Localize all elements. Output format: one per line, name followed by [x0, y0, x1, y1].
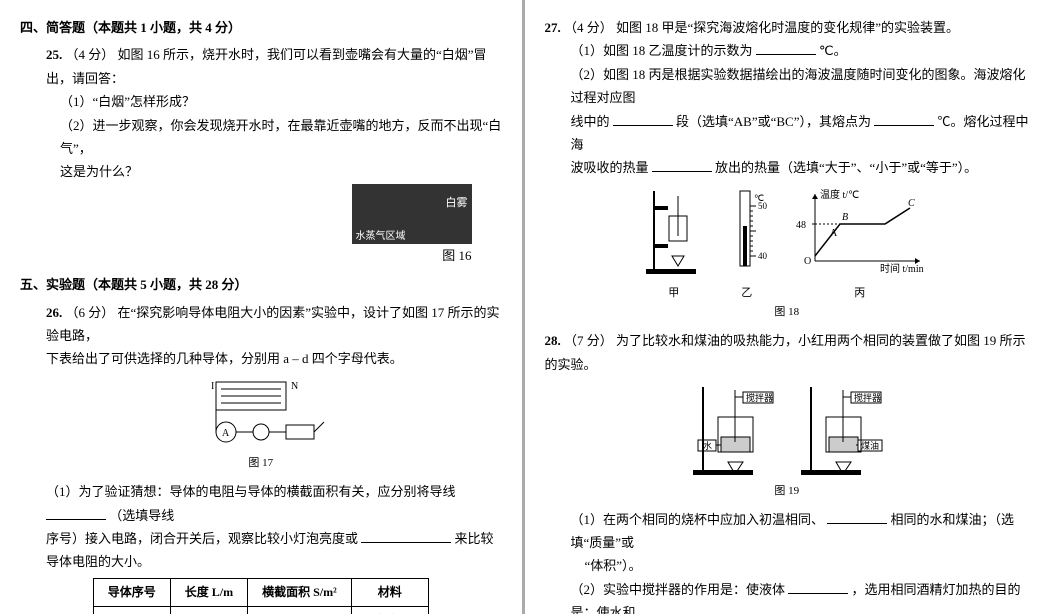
q25-num: 25. [46, 47, 62, 62]
fig17-caption: 图 17 [20, 454, 502, 474]
right-page: 27. （4 分） 如图 18 甲是“探究海波熔化时温度的变化规律”的实验装置。… [525, 0, 1049, 614]
blank [756, 42, 816, 55]
blank [874, 113, 934, 126]
q26-num: 26. [46, 305, 62, 320]
th: 长度 L/m [170, 578, 247, 607]
svg-text:50: 50 [758, 201, 768, 211]
q25-p1: （1）“白烟”怎样形成？ [20, 90, 502, 113]
apparatus-jia: 甲 [644, 186, 704, 304]
svg-text:A: A [222, 428, 230, 439]
q25-p2a: （2）进一步观察，你会发现烧开水时，在最靠近壶嘴的地方，反而不出现“白气”， [20, 114, 502, 161]
fig19-caption: 图 19 [545, 482, 1030, 502]
th: 导体序号 [93, 578, 170, 607]
svg-text:时间 t/min: 时间 t/min [880, 262, 924, 275]
q27-p2a: （2）如图 18 丙是根据实验数据描绘出的海波温度随时间变化的图象。海波熔化过程… [545, 63, 1030, 110]
q27-points: （4 分） [564, 20, 613, 35]
q28-p2a: （2）实验中搅拌器的作用是：使液体 [571, 582, 786, 597]
th: 材料 [351, 578, 428, 607]
q27-num: 27. [545, 20, 561, 35]
q27-p2b: 线中的 [571, 114, 610, 129]
left-page: 四、简答题（本题共 1 小题，共 4 分） 25. （4 分） 如图 16 所示… [0, 0, 525, 614]
q26-p1d: 来比较 [455, 531, 494, 546]
thermometer-icon: ℃ 50 40 [722, 186, 772, 276]
q27-p2e: 波吸收的热量 [571, 160, 649, 175]
table-header-row: 导体序号 长度 L/m 横截面积 S/m² 材料 [93, 578, 428, 607]
cap-yi: 乙 [722, 284, 772, 304]
svg-text:搅拌器: 搅拌器 [854, 392, 881, 403]
blank [827, 511, 887, 524]
svg-text:水: 水 [703, 440, 712, 451]
blank [361, 530, 451, 543]
q26-p1e: 导体电阻的大小。 [20, 550, 502, 573]
q26: 26. （6 分） 在“探究影响导体电阻大小的因素”实验中，设计了如图 17 所… [20, 301, 502, 614]
q25: 25. （4 分） 如图 16 所示，烧开水时，我们可以看到壶嘴会有大量的“白烟… [20, 43, 502, 267]
q27: 27. （4 分） 如图 18 甲是“探究海波熔化时温度的变化规律”的实验装置。… [545, 16, 1030, 323]
beaker-oil-icon: 搅拌器 煤油 [796, 382, 886, 482]
blank [652, 159, 712, 172]
q25-points: （4 分） [66, 47, 115, 62]
q26-p1b: （选填导线 [109, 508, 174, 523]
cap-jia: 甲 [644, 284, 704, 304]
q26-stem2: 下表给出了可供选择的几种导体，分别用 a – d 四个字母代表。 [20, 347, 502, 370]
td: 0.4 [248, 607, 352, 614]
svg-text:N: N [291, 381, 298, 392]
q28-figure: 搅拌器 水 搅拌器 煤油 [545, 382, 1030, 502]
graph-bing: 温度 t/℃ 时间 t/min O 48 A B C 丙 [790, 186, 930, 304]
th: 横截面积 S/m² [248, 578, 352, 607]
q27-p2f: 放出的热量（选填“大于”、“小于”或“等于”）。 [715, 160, 977, 175]
section-5-title: 五、实验题（本题共 5 小题，共 28 分） [20, 273, 502, 296]
svg-text:B: B [842, 212, 848, 223]
blank [613, 113, 673, 126]
table-row: a1.00.4锰铜 [93, 607, 428, 614]
q27-p1b: ℃。 [819, 43, 847, 58]
svg-text:O: O [804, 256, 811, 267]
svg-text:I: I [211, 381, 214, 392]
stand-apparatus-icon [644, 186, 704, 276]
q28-num: 28. [545, 333, 561, 348]
q25-p2b: 这是为什么？ [20, 160, 502, 183]
q28-p1a: （1）在两个相同的烧杯中应加入初温相同、 [571, 512, 825, 527]
q26-stem1: 在“探究影响导体电阻大小的因素”实验中，设计了如图 17 所示的实验电路， [46, 305, 500, 343]
svg-text:煤油: 煤油 [861, 440, 879, 451]
svg-text:A: A [830, 228, 838, 239]
blank [788, 581, 848, 594]
fig16-label2: 水蒸气区域 [356, 228, 468, 246]
q27-stem: 如图 18 甲是“探究海波熔化时温度的变化规律”的实验装置。 [616, 20, 959, 35]
kettle-photo: 白雾 水蒸气区域 [352, 184, 472, 244]
td: 锰铜 [351, 607, 428, 614]
q28-p1c: “体积”）。 [545, 554, 1030, 577]
q27-figure: 甲 ℃ 50 40 乙 [545, 186, 1030, 323]
beaker-water-icon: 搅拌器 水 [688, 382, 778, 482]
q28: 28. （7 分） 为了比较水和煤油的吸热能力，小红用两个相同的装置做了如图 1… [545, 329, 1030, 614]
q27-p2c: 段（选填“AB”或“BC”），其熔点为 [676, 114, 871, 129]
td: a [93, 607, 170, 614]
fig16-caption: 图 16 [20, 244, 472, 267]
q26-p1a: （1）为了验证猜想：导体的电阻与导体的横截面积有关，应分别将导线 [46, 484, 456, 499]
td: 1.0 [170, 607, 247, 614]
svg-text:C: C [908, 198, 915, 209]
svg-text:48: 48 [796, 220, 806, 231]
circuit-diagram-icon: I N A [186, 377, 336, 447]
section-4-title: 四、简答题（本题共 1 小题，共 4 分） [20, 16, 502, 39]
q26-p1c: 序号）接入电路，闭合开关后，观察比较小灯泡亮度或 [46, 531, 358, 546]
cap-bing: 丙 [790, 284, 930, 304]
conductor-table: 导体序号 长度 L/m 横截面积 S/m² 材料 a1.00.4锰铜 b1.00… [93, 578, 429, 614]
svg-text:温度 t/℃: 温度 t/℃ [820, 188, 859, 201]
melting-curve-chart-icon: 温度 t/℃ 时间 t/min O 48 A B C [790, 186, 930, 276]
q28-stem: 为了比较水和煤油的吸热能力，小红用两个相同的装置做了如图 19 所示的实验。 [545, 333, 1026, 371]
fig16-label1: 白雾 [356, 194, 468, 214]
blank [46, 507, 106, 520]
fig18-caption: 图 18 [545, 303, 1030, 323]
svg-text:搅拌器: 搅拌器 [746, 392, 773, 403]
q28-points: （7 分） [564, 333, 613, 348]
q26-points: （6 分） [66, 305, 115, 320]
q25-figure: 白雾 水蒸气区域 图 16 [20, 184, 502, 267]
svg-text:40: 40 [758, 251, 768, 261]
thermometer-yi: ℃ 50 40 乙 [722, 186, 772, 304]
q27-p1a: （1）如图 18 乙温度计的示数为 [571, 43, 753, 58]
q26-figure: I N A 图 17 [20, 377, 502, 475]
